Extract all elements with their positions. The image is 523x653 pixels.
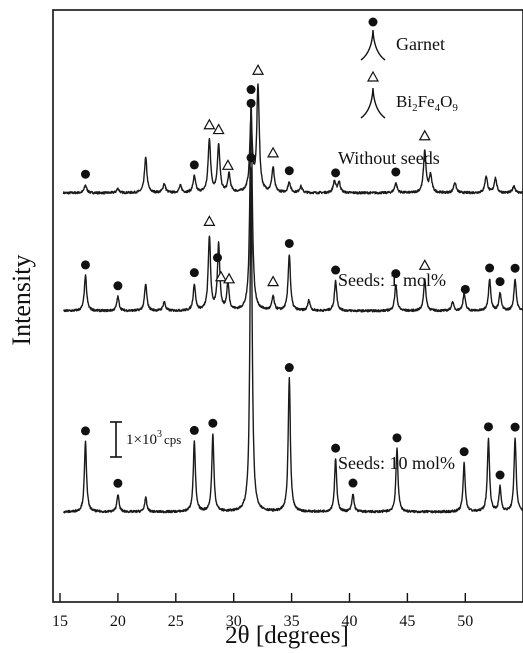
bi2fe4o9-marker [221,159,234,170]
bi2fe4o9-marker [418,129,431,141]
garnet-marker [460,284,470,294]
bi2fe4o9-marker [267,146,280,158]
phase-markers [80,63,520,488]
garnet-marker [331,443,341,453]
bi2fe4o9-marker [203,118,216,130]
garnet-marker [189,268,199,278]
series-label-seeds-10: Seeds: 10 mol% [338,453,455,473]
garnet-marker [284,238,294,248]
bi2fe4o9-marker [214,270,227,282]
series-label-seeds-1: Seeds: 1 mol% [338,270,446,290]
garnet-marker [331,168,341,178]
x-tick-label: 45 [399,613,415,630]
series-traces [62,83,523,514]
bi2fe4o9-marker [418,259,431,270]
legend-garnet-peak-icon [360,29,386,61]
scale-bar: 1×103 cps [110,421,181,458]
garnet-marker [392,433,402,443]
legend-garnet-label: Garnet [396,34,445,54]
garnet-marker [391,167,401,177]
garnet-marker [80,426,90,436]
x-tick-label: 25 [168,613,184,630]
x-tick-label: 40 [342,613,358,630]
garnet-marker [495,277,505,287]
garnet-marker [113,478,123,488]
garnet-marker [485,263,495,273]
garnet-marker [208,418,218,428]
garnet-marker [495,470,505,480]
garnet-marker [246,98,256,108]
garnet-marker [510,422,520,432]
series-trace [62,83,523,195]
bi2fe4o9-marker [203,215,216,226]
garnet-marker [284,363,294,373]
x-axis-ticks: 15 20 25 30 35 40 45 50 [52,593,473,630]
series-trace [63,99,523,313]
x-axis-title: 2θ [degrees] [225,622,349,649]
bi2fe4o9-marker [223,272,236,284]
garnet-marker [246,85,256,95]
garnet-marker [510,263,520,273]
series-trace [62,167,523,514]
legend: Garnet Bi2Fe4O9 [360,17,458,119]
garnet-marker [459,447,469,457]
garnet-marker [212,253,222,263]
bi2fe4o9-marker [251,63,265,75]
x-tick-label: 50 [457,613,473,630]
garnet-marker [113,281,123,291]
legend-garnet-marker [368,17,378,27]
garnet-marker [189,425,199,435]
legend-bi2fe4o9-marker [366,70,380,82]
y-axis-title: Intensity [7,255,36,346]
bi2fe4o9-marker [212,123,225,135]
series-label-without-seeds: Without seeds [338,148,440,168]
garnet-marker [391,269,401,279]
x-tick-label: 20 [110,613,126,630]
garnet-marker [189,160,199,170]
garnet-marker [80,169,90,179]
x-tick-label: 15 [52,613,68,630]
plot-frame [52,9,523,603]
legend-bi2fe4o9-label: Bi2Fe4O9 [396,92,458,114]
garnet-marker [246,153,256,163]
garnet-marker [331,265,341,275]
legend-bi2fe4o9-peak-icon [360,87,386,119]
scale-bar-label: 1×103 cps [126,429,181,448]
x-tick-label: 30 [226,613,242,630]
garnet-marker [483,422,493,432]
bi2fe4o9-marker [267,275,280,287]
garnet-marker [348,478,358,488]
garnet-marker [284,166,294,176]
x-tick-label: 35 [284,613,300,630]
garnet-marker [80,260,90,270]
